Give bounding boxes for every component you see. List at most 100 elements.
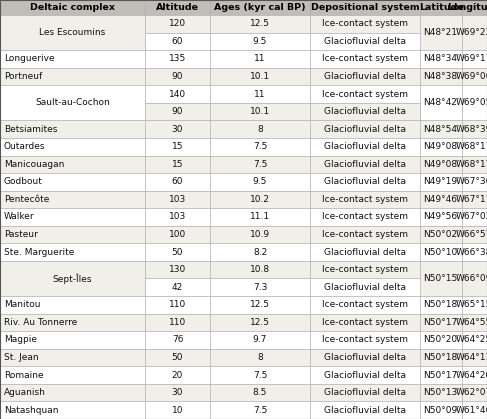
Bar <box>145 349 210 366</box>
Bar <box>462 15 487 50</box>
Text: 11: 11 <box>254 90 266 98</box>
Text: 8: 8 <box>257 353 263 362</box>
Text: 90: 90 <box>172 107 183 116</box>
Text: Outardes: Outardes <box>4 142 45 151</box>
Bar <box>310 313 420 331</box>
Bar <box>310 331 420 349</box>
Text: Glaciofluvial delta: Glaciofluvial delta <box>324 370 406 380</box>
Bar <box>145 120 210 138</box>
Bar <box>310 384 420 401</box>
Bar <box>0 191 145 208</box>
Text: Les Escoumins: Les Escoumins <box>39 28 106 37</box>
Bar <box>462 138 487 155</box>
Text: 103: 103 <box>169 212 186 222</box>
Bar <box>310 243 420 261</box>
Bar <box>210 138 310 155</box>
Bar <box>210 33 310 50</box>
Text: 103: 103 <box>169 195 186 204</box>
Bar <box>0 261 145 296</box>
Text: W68°17′: W68°17′ <box>455 160 487 169</box>
Bar <box>310 261 420 279</box>
Text: N50°18′: N50°18′ <box>423 300 459 309</box>
Text: W64°55′: W64°55′ <box>455 318 487 327</box>
Bar <box>310 15 420 33</box>
Bar <box>310 366 420 384</box>
Bar <box>210 349 310 366</box>
Bar <box>145 279 210 296</box>
Bar <box>145 243 210 261</box>
Bar <box>310 155 420 173</box>
Text: N48°21′: N48°21′ <box>423 28 459 37</box>
Text: Glaciofluvial delta: Glaciofluvial delta <box>324 160 406 169</box>
Bar <box>420 331 462 349</box>
Text: 42: 42 <box>172 283 183 292</box>
Bar <box>462 384 487 401</box>
Text: 10.1: 10.1 <box>250 72 270 81</box>
Bar <box>0 173 145 191</box>
Text: Altitude: Altitude <box>156 3 199 12</box>
Text: N50°18′: N50°18′ <box>423 353 459 362</box>
Bar <box>420 261 462 296</box>
Text: Walker: Walker <box>4 212 35 222</box>
Text: Glaciofluvial delta: Glaciofluvial delta <box>324 406 406 415</box>
Bar <box>420 50 462 68</box>
Text: Ice-contact system: Ice-contact system <box>322 90 408 98</box>
Bar <box>462 173 487 191</box>
Bar <box>462 208 487 226</box>
Text: Portneuf: Portneuf <box>4 72 42 81</box>
Text: Sept-Îles: Sept-Îles <box>53 273 92 284</box>
Bar <box>145 15 210 33</box>
Text: 7.5: 7.5 <box>253 406 267 415</box>
Text: N48°54′: N48°54′ <box>423 125 459 134</box>
Text: W66°09′: W66°09′ <box>455 274 487 283</box>
Text: 110: 110 <box>169 318 186 327</box>
Text: Ice-contact system: Ice-contact system <box>322 265 408 274</box>
Text: Aguanish: Aguanish <box>4 388 46 397</box>
Bar <box>420 313 462 331</box>
Bar <box>420 85 462 120</box>
Bar <box>462 120 487 138</box>
Bar <box>0 85 145 120</box>
Text: N48°34′: N48°34′ <box>423 54 459 63</box>
Text: Ice-contact system: Ice-contact system <box>322 195 408 204</box>
Text: W66°57′: W66°57′ <box>455 230 487 239</box>
Text: W64°11′: W64°11′ <box>455 353 487 362</box>
Text: Glaciofluvial delta: Glaciofluvial delta <box>324 37 406 46</box>
Text: 7.3: 7.3 <box>253 283 267 292</box>
Text: W66°38′: W66°38′ <box>455 248 487 256</box>
Bar <box>462 296 487 313</box>
Text: 7.5: 7.5 <box>253 142 267 151</box>
Bar <box>310 50 420 68</box>
Text: N48°38′: N48°38′ <box>423 72 459 81</box>
Text: 60: 60 <box>172 177 183 186</box>
Bar <box>462 155 487 173</box>
Text: W69°06′: W69°06′ <box>455 72 487 81</box>
Text: Longuerive: Longuerive <box>4 54 55 63</box>
Text: W69°05′: W69°05′ <box>455 98 487 107</box>
Bar <box>420 366 462 384</box>
Text: 60: 60 <box>172 37 183 46</box>
Text: W67°02′: W67°02′ <box>455 212 487 222</box>
Text: Ages (kyr cal BP): Ages (kyr cal BP) <box>214 3 306 12</box>
Text: W67°36′: W67°36′ <box>455 177 487 186</box>
Bar <box>420 226 462 243</box>
Bar <box>210 120 310 138</box>
Text: 120: 120 <box>169 19 186 28</box>
Text: 10.2: 10.2 <box>250 195 270 204</box>
Text: N50°17′: N50°17′ <box>423 318 459 327</box>
Text: Godbout: Godbout <box>4 177 43 186</box>
Bar <box>145 384 210 401</box>
Bar <box>420 138 462 155</box>
Bar <box>420 155 462 173</box>
Text: Glaciofluvial delta: Glaciofluvial delta <box>324 353 406 362</box>
Text: Riv. Au Tonnerre: Riv. Au Tonnerre <box>4 318 77 327</box>
Bar <box>420 384 462 401</box>
Text: Glaciofluvial delta: Glaciofluvial delta <box>324 125 406 134</box>
Text: Romaine: Romaine <box>4 370 44 380</box>
Text: 30: 30 <box>172 125 183 134</box>
Bar <box>210 313 310 331</box>
Text: W67°11′: W67°11′ <box>455 195 487 204</box>
Bar <box>0 120 145 138</box>
Text: 76: 76 <box>172 336 183 344</box>
Text: 50: 50 <box>172 353 183 362</box>
